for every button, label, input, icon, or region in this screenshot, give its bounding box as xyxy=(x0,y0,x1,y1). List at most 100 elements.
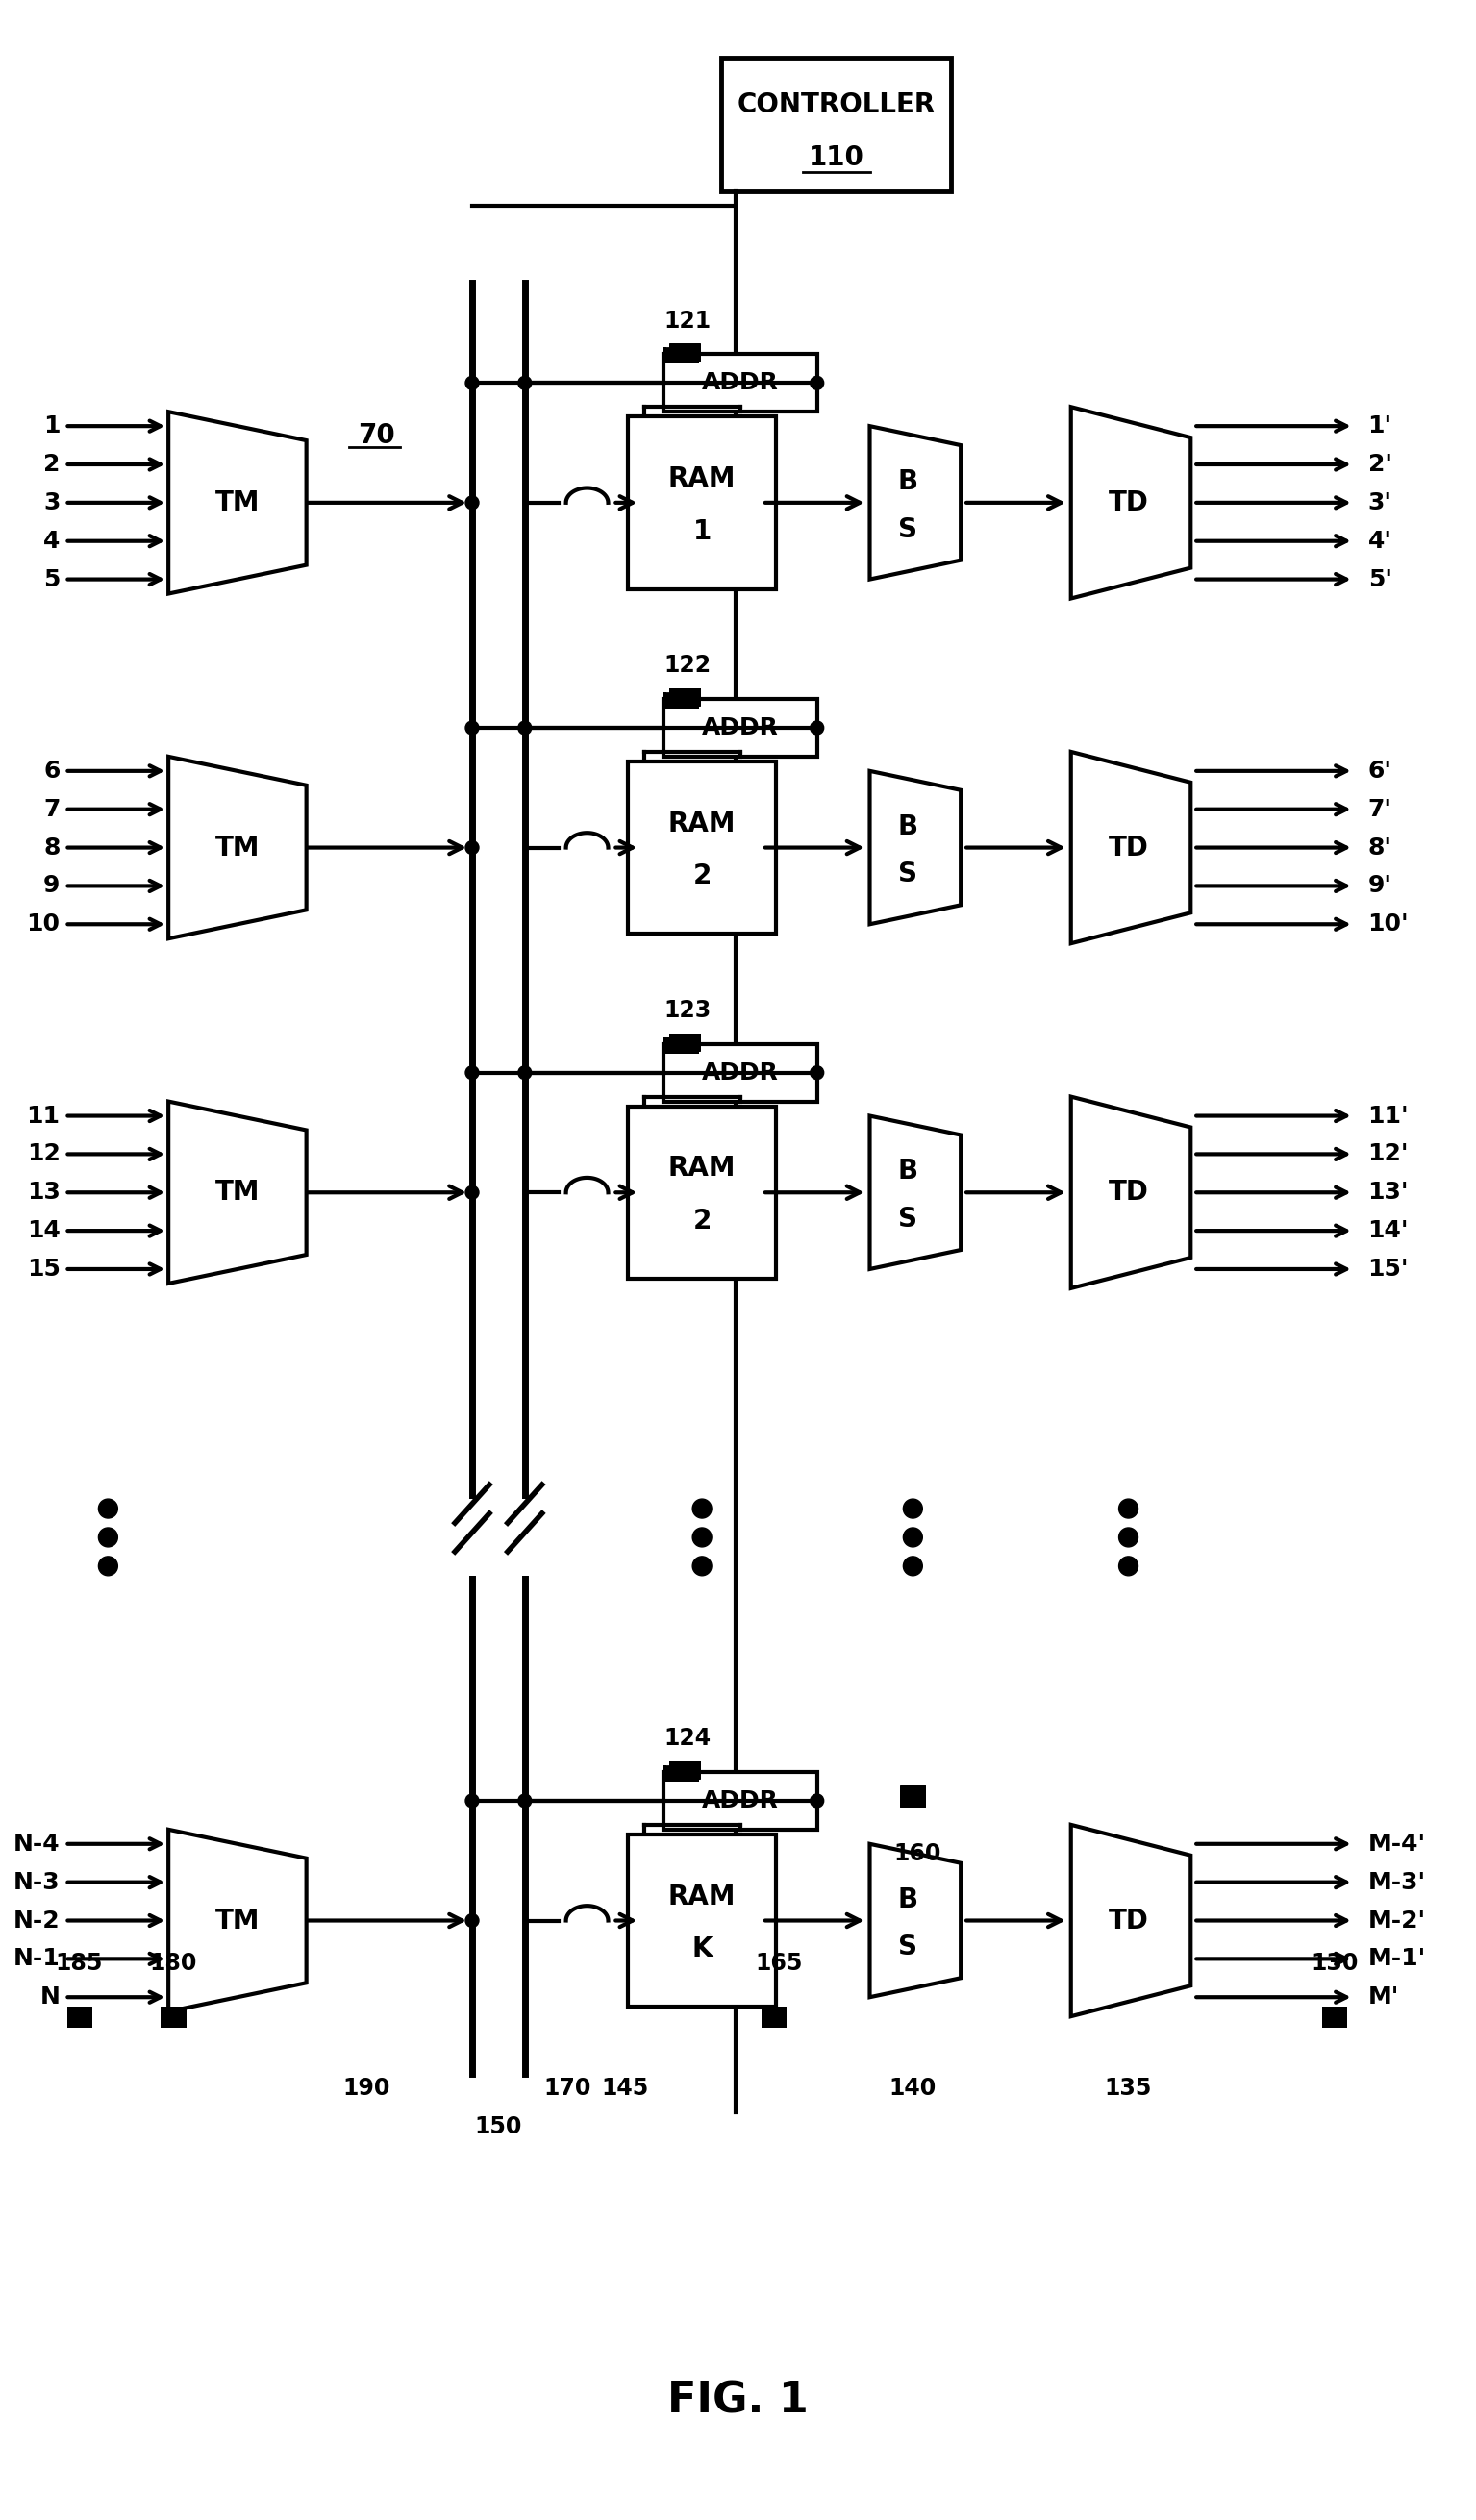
Text: 3': 3' xyxy=(1368,491,1392,514)
Text: N-2: N-2 xyxy=(13,1910,61,1933)
Text: 12: 12 xyxy=(27,1142,61,1167)
Text: 11: 11 xyxy=(27,1104,61,1126)
Polygon shape xyxy=(869,771,961,925)
Text: 160: 160 xyxy=(894,1842,942,1865)
Circle shape xyxy=(810,721,824,733)
Text: 2: 2 xyxy=(692,1207,711,1235)
Text: 3: 3 xyxy=(43,491,61,514)
Text: CONTROLLER: CONTROLLER xyxy=(737,91,936,118)
Text: TM: TM xyxy=(215,489,260,517)
Bar xyxy=(664,1043,818,1101)
Bar xyxy=(627,761,776,935)
Text: 190: 190 xyxy=(342,2076,391,2099)
Text: TM: TM xyxy=(215,1179,260,1207)
Text: S: S xyxy=(899,517,918,542)
Text: 135: 135 xyxy=(1104,2076,1153,2099)
Text: ADDR: ADDR xyxy=(703,1789,779,1812)
Circle shape xyxy=(692,1557,711,1575)
Circle shape xyxy=(465,375,478,391)
Text: 8: 8 xyxy=(43,837,61,859)
Text: RAM: RAM xyxy=(669,466,737,491)
Circle shape xyxy=(903,1527,922,1547)
Text: M-4': M-4' xyxy=(1368,1832,1426,1855)
Circle shape xyxy=(903,1499,922,1517)
Circle shape xyxy=(518,375,531,391)
Text: RAM: RAM xyxy=(669,1882,737,1910)
Text: 130: 130 xyxy=(1311,1953,1358,1976)
Bar xyxy=(508,1499,542,1575)
Text: 70: 70 xyxy=(357,423,396,449)
Text: 110: 110 xyxy=(809,144,863,171)
Bar xyxy=(455,1499,490,1575)
Polygon shape xyxy=(869,1845,961,1998)
Text: 122: 122 xyxy=(664,655,711,678)
Bar xyxy=(627,416,776,590)
Text: TD: TD xyxy=(1108,834,1148,862)
Text: K: K xyxy=(692,1935,713,1963)
Text: 15': 15' xyxy=(1368,1257,1408,1280)
Polygon shape xyxy=(168,1830,307,2011)
Text: 9': 9' xyxy=(1368,874,1392,897)
Text: RAM: RAM xyxy=(669,809,737,837)
Text: M-2': M-2' xyxy=(1368,1910,1426,1933)
Text: ADDR: ADDR xyxy=(703,1061,779,1084)
Text: 2: 2 xyxy=(43,454,61,476)
Text: 1: 1 xyxy=(43,413,61,438)
Text: 7': 7' xyxy=(1368,799,1392,822)
Polygon shape xyxy=(1072,406,1191,600)
Text: 123: 123 xyxy=(664,998,711,1023)
Text: 1': 1' xyxy=(1368,413,1392,438)
Text: 170: 170 xyxy=(545,2076,592,2099)
Circle shape xyxy=(465,496,478,509)
Circle shape xyxy=(692,1499,711,1517)
Bar xyxy=(627,1106,776,1278)
Bar xyxy=(664,355,818,411)
Polygon shape xyxy=(1072,751,1191,942)
Text: 150: 150 xyxy=(474,2114,521,2137)
Text: 140: 140 xyxy=(889,2076,937,2099)
Circle shape xyxy=(1119,1557,1138,1575)
Text: B: B xyxy=(897,1157,918,1184)
Polygon shape xyxy=(869,1116,961,1270)
Text: 7: 7 xyxy=(43,799,61,822)
Circle shape xyxy=(465,1913,478,1928)
Text: N: N xyxy=(40,1986,61,2008)
Text: 5': 5' xyxy=(1368,567,1392,590)
Text: TD: TD xyxy=(1108,1908,1148,1933)
Text: S: S xyxy=(899,1933,918,1961)
Text: 8': 8' xyxy=(1368,837,1392,859)
Text: 180: 180 xyxy=(149,1953,196,1976)
Text: M': M' xyxy=(1368,1986,1399,2008)
Text: 165: 165 xyxy=(756,1953,803,1976)
Circle shape xyxy=(465,842,478,854)
Bar xyxy=(627,1835,776,2006)
Polygon shape xyxy=(1072,1824,1191,2016)
Text: M-3': M-3' xyxy=(1368,1870,1426,1893)
Text: 4': 4' xyxy=(1368,529,1392,552)
Text: TD: TD xyxy=(1108,489,1148,517)
Circle shape xyxy=(518,1066,531,1079)
Polygon shape xyxy=(1072,1096,1191,1288)
Text: B: B xyxy=(897,814,918,839)
Text: S: S xyxy=(899,862,918,887)
Circle shape xyxy=(692,1527,711,1547)
Text: N-3: N-3 xyxy=(13,1870,61,1893)
Circle shape xyxy=(903,1557,922,1575)
Polygon shape xyxy=(869,426,961,580)
Text: TM: TM xyxy=(215,834,260,862)
Circle shape xyxy=(465,721,478,733)
Text: 13: 13 xyxy=(27,1182,61,1205)
Text: 124: 124 xyxy=(664,1726,711,1749)
Text: 9: 9 xyxy=(43,874,61,897)
Text: ADDR: ADDR xyxy=(703,716,779,738)
Text: 14': 14' xyxy=(1368,1220,1408,1242)
Circle shape xyxy=(518,1794,531,1807)
Text: N-4: N-4 xyxy=(13,1832,61,1855)
Text: 2': 2' xyxy=(1368,454,1392,476)
Polygon shape xyxy=(168,1101,307,1283)
Text: 145: 145 xyxy=(602,2076,649,2099)
Text: 6': 6' xyxy=(1368,759,1392,784)
Text: 13': 13' xyxy=(1368,1182,1408,1205)
Text: 11': 11' xyxy=(1368,1104,1410,1126)
Text: M-1': M-1' xyxy=(1368,1948,1426,1971)
